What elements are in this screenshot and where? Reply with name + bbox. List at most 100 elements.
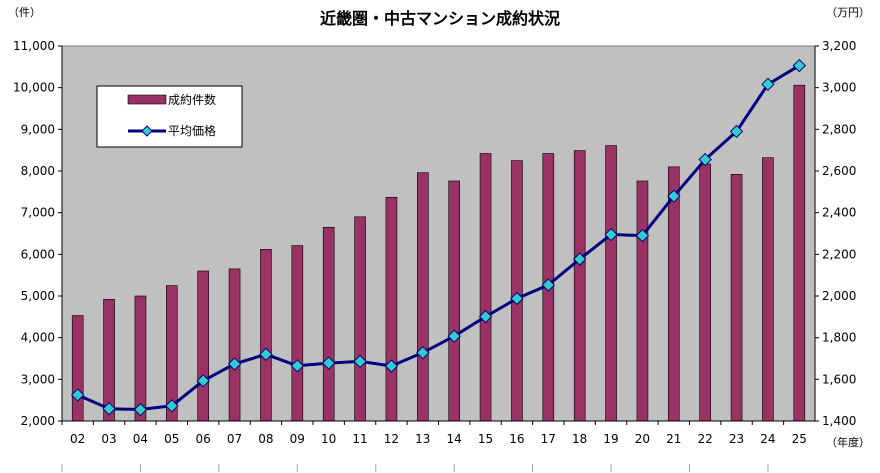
bar bbox=[71, 315, 84, 422]
line-point bbox=[416, 345, 430, 360]
x-tick-label: 06 bbox=[196, 432, 211, 446]
left-tick-label: 7,000 bbox=[21, 206, 55, 220]
price-line bbox=[77, 64, 801, 412]
x-tick-label: 10 bbox=[321, 432, 336, 446]
bar bbox=[260, 249, 272, 422]
line-point bbox=[102, 402, 116, 416]
legend-box bbox=[96, 85, 243, 148]
left-tick-label: 5,000 bbox=[21, 289, 55, 303]
line-point bbox=[729, 124, 744, 139]
line-point bbox=[259, 347, 273, 362]
x-tick-label: 14 bbox=[447, 432, 462, 446]
x-tick-label: 04 bbox=[133, 432, 148, 446]
legend-line-label: 平均価格 bbox=[168, 123, 216, 138]
x-tick-label: 24 bbox=[760, 432, 775, 446]
right-tick-label: 1,600 bbox=[822, 372, 856, 386]
legend-line-marker bbox=[141, 125, 153, 137]
bar bbox=[385, 196, 398, 422]
x-tick-label: 20 bbox=[635, 432, 650, 446]
line-series bbox=[70, 58, 807, 417]
bar bbox=[448, 180, 460, 422]
right-tick-label: 1,800 bbox=[822, 331, 856, 345]
right-tick-label: 3,000 bbox=[822, 81, 856, 95]
bar bbox=[228, 268, 241, 422]
bar bbox=[322, 226, 335, 422]
line-point bbox=[667, 189, 681, 203]
line-point bbox=[478, 309, 493, 324]
x-tick-label: 05 bbox=[164, 432, 179, 446]
bar bbox=[668, 166, 680, 422]
line-point bbox=[165, 399, 179, 413]
x-tick-label: 02 bbox=[70, 432, 85, 446]
bar bbox=[573, 150, 586, 422]
x-tick-label: 21 bbox=[666, 432, 681, 446]
line-point bbox=[604, 227, 618, 242]
right-tick-label: 2,400 bbox=[822, 206, 856, 220]
axes: 2,000 3,000 4,000 5,000 6,000 7,000 8,000 9,000… bbox=[13, 39, 856, 472]
bar bbox=[793, 84, 806, 422]
line-point bbox=[635, 228, 650, 243]
left-tick-label: 11,000 bbox=[13, 39, 55, 53]
bar bbox=[605, 145, 617, 422]
x-tick-label: 11 bbox=[352, 432, 367, 446]
left-tick-label: 9,000 bbox=[21, 122, 55, 136]
bar bbox=[291, 245, 304, 422]
right-tick-label: 2,800 bbox=[822, 122, 856, 136]
x-tick-label: 22 bbox=[698, 432, 713, 446]
line-point bbox=[510, 291, 524, 306]
x-tick-label: 13 bbox=[415, 432, 430, 446]
line-point bbox=[70, 388, 85, 402]
left-tick-label: 6,000 bbox=[21, 247, 55, 261]
bar bbox=[354, 216, 366, 422]
left-tick-label: 3,000 bbox=[21, 372, 55, 386]
left-tick-label: 4,000 bbox=[21, 331, 55, 345]
line-point bbox=[290, 359, 305, 373]
x-tick-label: 18 bbox=[572, 432, 587, 446]
chart-title: 近畿圏・中古マンション成約状況 bbox=[320, 9, 560, 28]
line-point bbox=[227, 357, 242, 371]
bar bbox=[699, 163, 711, 422]
line-point bbox=[447, 329, 461, 343]
right-tick-label: 2,200 bbox=[822, 247, 856, 261]
line-point bbox=[698, 152, 712, 167]
right-axis-unit: （万円） bbox=[826, 6, 870, 19]
legend-bar-swatch bbox=[127, 94, 167, 105]
line-point bbox=[196, 374, 210, 388]
x-tick-label: 03 bbox=[101, 432, 116, 446]
right-tick-label: 2,000 bbox=[822, 289, 856, 303]
right-tick-label: 1,400 bbox=[822, 414, 856, 428]
x-tick-label: 16 bbox=[509, 432, 524, 446]
line-point bbox=[384, 359, 399, 373]
x-tick-label: 19 bbox=[603, 432, 618, 446]
line-point bbox=[572, 252, 587, 266]
right-tick-label: 3,200 bbox=[822, 39, 856, 53]
line-point bbox=[761, 77, 775, 92]
left-tick-label: 2,000 bbox=[21, 414, 55, 428]
line-point bbox=[541, 278, 556, 292]
x-tick-label: 23 bbox=[729, 432, 744, 446]
x-tick-label: 08 bbox=[258, 432, 273, 446]
left-tick-label: 8,000 bbox=[21, 164, 55, 178]
x-tick-label: 09 bbox=[290, 432, 305, 446]
left-tick-label: 10,000 bbox=[13, 81, 55, 95]
right-tick-label: 2,600 bbox=[822, 164, 856, 178]
bar bbox=[134, 295, 147, 422]
x-tick-label: 07 bbox=[227, 432, 242, 446]
x-tick-label: 15 bbox=[478, 432, 493, 446]
legend-bar-label: 成約件数 bbox=[168, 92, 216, 107]
line-point bbox=[353, 354, 367, 369]
bar bbox=[417, 172, 429, 422]
x-tick-label: 17 bbox=[541, 432, 556, 446]
line-point bbox=[133, 402, 148, 417]
x-tick-label: 12 bbox=[384, 432, 399, 446]
left-axis-unit: （件） bbox=[8, 6, 41, 19]
bar bbox=[197, 270, 209, 422]
bar bbox=[479, 153, 492, 422]
line-point bbox=[321, 356, 336, 370]
bar bbox=[636, 180, 649, 422]
line-point bbox=[792, 58, 807, 73]
x-tick-label: 25 bbox=[792, 432, 807, 446]
